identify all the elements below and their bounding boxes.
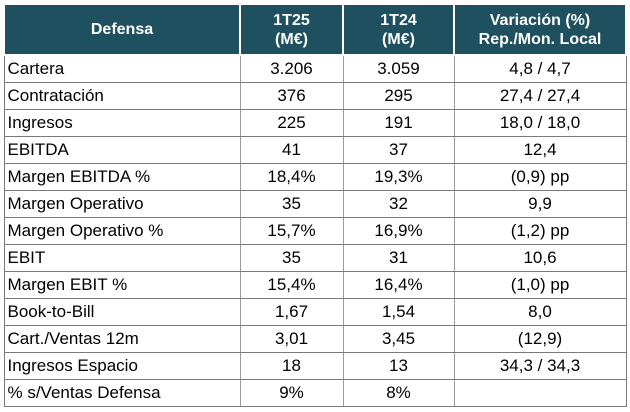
table-row: Cartera 3.206 3.059 4,8 / 4,7 xyxy=(3,54,627,83)
row-label: Contratación xyxy=(3,82,240,110)
value-1t24: 295 xyxy=(342,82,454,110)
value-1t24: 16,9% xyxy=(342,217,454,245)
value-1t25: 376 xyxy=(239,82,343,110)
value-1t25: 41 xyxy=(239,136,343,164)
header-1t24-unit: (M€) xyxy=(382,30,415,48)
value-variation: 12,4 xyxy=(453,136,627,164)
value-variation: (0,9) pp xyxy=(453,163,627,191)
table-body: Cartera 3.206 3.059 4,8 / 4,7 Contratación 37… xyxy=(3,54,627,407)
header-1t25: 1T25 (M€) xyxy=(239,3,344,56)
table-row: Ingresos 225 191 18,0 / 18,0 xyxy=(3,109,627,137)
value-1t24: 3.059 xyxy=(342,54,454,83)
header-segment-label: Defensa xyxy=(90,21,154,38)
value-variation: 4,8 / 4,7 xyxy=(453,54,627,83)
header-1t25-period: 1T25 xyxy=(273,11,310,29)
defense-financials-table: Defensa 1T25 (M€) 1T24 (M€) Variación (%… xyxy=(3,3,627,407)
value-1t25: 15,4% xyxy=(239,271,343,299)
row-label: Margen EBIT % xyxy=(3,271,240,299)
value-1t24: 19,3% xyxy=(342,163,454,191)
table-row: EBITDA 41 37 12,4 xyxy=(3,136,627,164)
value-variation: 10,6 xyxy=(453,244,627,272)
table-header: Defensa 1T25 (M€) 1T24 (M€) Variación (%… xyxy=(3,3,627,56)
value-variation: 18,0 / 18,0 xyxy=(453,109,627,137)
value-1t25: 18 xyxy=(239,352,343,380)
table-row: Margen EBIT % 15,4% 16,4% (1,0) pp xyxy=(3,271,627,299)
row-label: Cartera xyxy=(3,54,240,83)
row-label: % s/Ventas Defensa xyxy=(3,379,240,407)
row-label: EBITDA xyxy=(3,136,240,164)
value-1t24: 191 xyxy=(342,109,454,137)
row-label: Book-to-Bill xyxy=(3,298,240,326)
header-segment: Defensa xyxy=(3,3,241,56)
header-variation: Variación (%) Rep./Mon. Local xyxy=(453,3,627,56)
value-1t25: 15,7% xyxy=(239,217,343,245)
value-variation: 8,0 xyxy=(453,298,627,326)
value-1t25: 1,67 xyxy=(239,298,343,326)
table-row: Margen Operativo 35 32 9,9 xyxy=(3,190,627,218)
header-variation-subtitle: Rep./Mon. Local xyxy=(478,30,602,48)
row-label: Ingresos xyxy=(3,109,240,137)
value-variation: (1,0) pp xyxy=(453,271,627,299)
value-1t24: 32 xyxy=(342,190,454,218)
value-1t24: 37 xyxy=(342,136,454,164)
row-label: Margen Operativo % xyxy=(3,217,240,245)
row-label: EBIT xyxy=(3,244,240,272)
table-row: Cart./Ventas 12m 3,01 3,45 (12,9) xyxy=(3,325,627,353)
row-label: Cart./Ventas 12m xyxy=(3,325,240,353)
table-row: Contratación 376 295 27,4 / 27,4 xyxy=(3,82,627,110)
value-variation: 9,9 xyxy=(453,190,627,218)
table-row: Margen Operativo % 15,7% 16,9% (1,2) pp xyxy=(3,217,627,245)
value-1t24: 8% xyxy=(342,379,454,407)
header-1t24-period: 1T24 xyxy=(380,11,417,29)
header-row: Defensa 1T25 (M€) 1T24 (M€) Variación (%… xyxy=(3,3,627,56)
header-variation-title: Variación (%) xyxy=(489,11,591,29)
row-label: Ingresos Espacio xyxy=(3,352,240,380)
table-row: Book-to-Bill 1,67 1,54 8,0 xyxy=(3,298,627,326)
value-1t24: 3,45 xyxy=(342,325,454,353)
value-1t24: 31 xyxy=(342,244,454,272)
value-variation: (1,2) pp xyxy=(453,217,627,245)
value-variation: 34,3 / 34,3 xyxy=(453,352,627,380)
value-1t24: 16,4% xyxy=(342,271,454,299)
value-1t25: 18,4% xyxy=(239,163,343,191)
value-1t25: 35 xyxy=(239,190,343,218)
table-row: EBIT 35 31 10,6 xyxy=(3,244,627,272)
value-1t25: 35 xyxy=(239,244,343,272)
table-row: Margen EBITDA % 18,4% 19,3% (0,9) pp xyxy=(3,163,627,191)
value-variation xyxy=(453,379,627,407)
value-1t25: 225 xyxy=(239,109,343,137)
header-1t25-unit: (M€) xyxy=(275,30,308,48)
value-1t24: 13 xyxy=(342,352,454,380)
table-row: Ingresos Espacio 18 13 34,3 / 34,3 xyxy=(3,352,627,380)
table-row: % s/Ventas Defensa 9% 8% xyxy=(3,379,627,407)
row-label: Margen Operativo xyxy=(3,190,240,218)
row-label: Margen EBITDA % xyxy=(3,163,240,191)
header-1t24: 1T24 (M€) xyxy=(342,3,455,56)
value-1t25: 9% xyxy=(239,379,343,407)
value-1t25: 3,01 xyxy=(239,325,343,353)
value-1t24: 1,54 xyxy=(342,298,454,326)
value-1t25: 3.206 xyxy=(239,54,343,83)
value-variation: (12,9) xyxy=(453,325,627,353)
value-variation: 27,4 / 27,4 xyxy=(453,82,627,110)
